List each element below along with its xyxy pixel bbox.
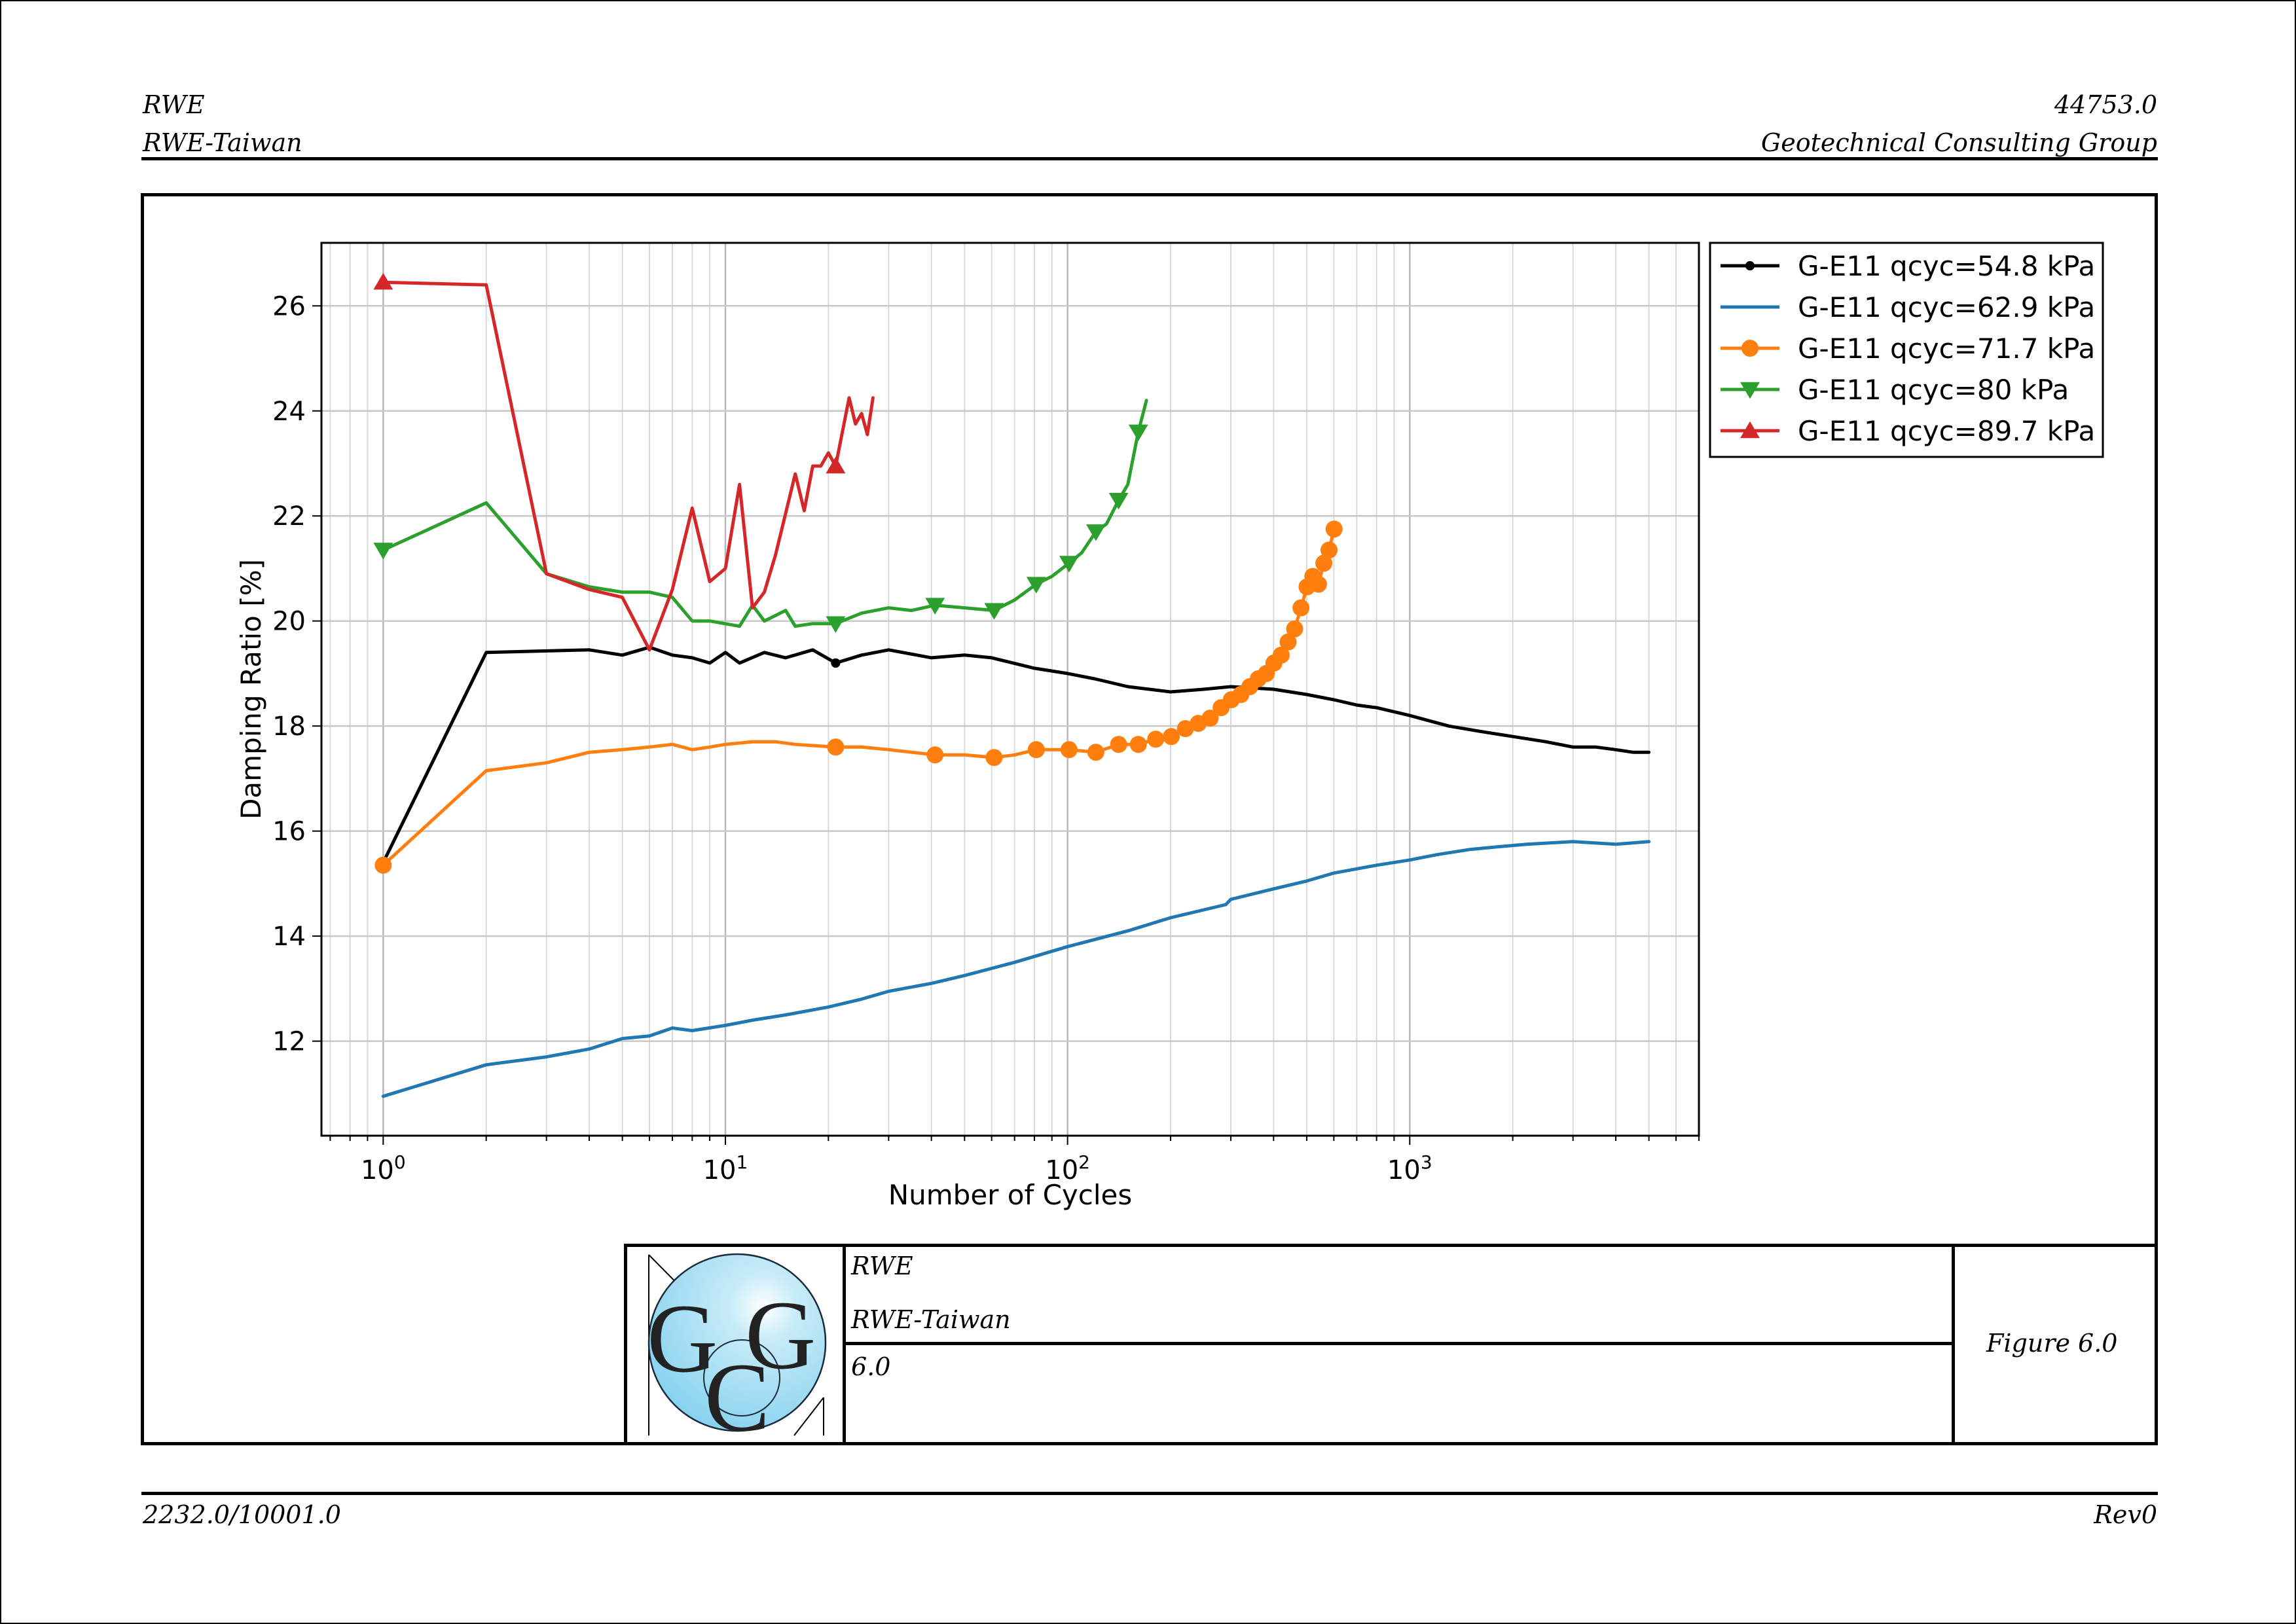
header-project: RWE-Taiwan [143, 128, 302, 157]
y-tick-label: 26 [272, 291, 306, 321]
data-point [1026, 577, 1046, 594]
data-point [926, 746, 944, 764]
svg-text:C: C [704, 1343, 770, 1442]
data-point [1201, 710, 1219, 727]
y-tick-label: 18 [272, 712, 306, 742]
legend: G-E11 qcyc=54.8 kPa G-E11 qcyc=62.9 kPa G-… [1709, 242, 2104, 458]
data-point [827, 738, 845, 756]
data-point [1129, 736, 1147, 753]
grid [321, 243, 1700, 1136]
legend-item: G-E11 qcyc=89.7 kPa [1721, 415, 2095, 447]
y-tick-label: 24 [272, 397, 306, 427]
data-point [1279, 633, 1297, 651]
data-point [1060, 741, 1078, 759]
data-point [1292, 599, 1310, 617]
data-point [1059, 556, 1079, 573]
gcg-logo: G C G [647, 1253, 827, 1442]
data-point [925, 598, 945, 615]
legend-label: G-E11 qcyc=54.8 kPa [1798, 250, 2095, 282]
series-2 [381, 840, 1651, 1098]
legend-label: G-E11 qcyc=80 kPa [1798, 374, 2069, 406]
svg-text:G: G [745, 1281, 816, 1390]
y-tick-label: 12 [272, 1027, 306, 1057]
data-point [831, 658, 841, 668]
footer-rule [141, 1492, 2158, 1495]
data-point [1272, 646, 1290, 664]
legend-label: G-E11 qcyc=62.9 kPa [1798, 291, 2095, 323]
data-point [826, 456, 846, 474]
legend-item: G-E11 qcyc=80 kPa [1721, 374, 2069, 406]
data-point [1147, 731, 1165, 748]
title-block-project: RWE-Taiwan [851, 1305, 1011, 1334]
footer-revision: Rev0 [2094, 1500, 2157, 1529]
data-point [373, 543, 393, 560]
header-job-number: 44753.0 [2054, 90, 2157, 119]
plot-area [320, 242, 1700, 1137]
header-company: Geotechnical Consulting Group [1760, 128, 2157, 157]
legend-marker [1740, 382, 1760, 399]
series-3 [374, 520, 1343, 874]
series-4 [373, 399, 1148, 633]
x-tick-label: 103 [1387, 1151, 1432, 1185]
data-point [985, 749, 1003, 767]
x-tick-label: 100 [361, 1151, 406, 1185]
title-block-number: 6.0 [851, 1352, 891, 1381]
data-point [374, 856, 392, 874]
x-tick-label: 102 [1045, 1151, 1090, 1185]
y-tick-label: 14 [272, 922, 306, 952]
x-axis-title: Number of Cycles [888, 1179, 1133, 1211]
legend-marker [1745, 261, 1755, 271]
footer-document-number: 2232.0/10001.0 [143, 1500, 341, 1529]
legend-marker [1740, 421, 1760, 439]
header-rule [141, 157, 2158, 160]
series-5 [373, 272, 875, 652]
data-point [1315, 554, 1333, 572]
data-point [1309, 575, 1327, 593]
data-point [826, 616, 846, 633]
data-point [1325, 520, 1343, 538]
title-block [624, 1244, 2158, 1445]
legend-item: G-E11 qcyc=54.8 kPa [1721, 250, 2095, 282]
data-point [1027, 741, 1045, 759]
series-line [381, 280, 875, 652]
title-block-divider-row [843, 1342, 1953, 1345]
data-point [373, 272, 393, 290]
y-tick-label: 16 [272, 817, 306, 847]
legend-item: G-E11 qcyc=71.7 kPa [1721, 333, 2095, 365]
header-client: RWE [143, 90, 205, 119]
figure-label: Figure 6.0 [1986, 1329, 2118, 1358]
data-point [1321, 541, 1338, 559]
ticks: 12 14 16 18 20 22 24 26 100 101 102 103 [272, 291, 1700, 1185]
data-point [1087, 744, 1104, 761]
series-layer [373, 272, 1651, 1098]
title-block-divider-figure [1952, 1244, 1955, 1445]
data-point [1085, 524, 1106, 541]
title-block-client: RWE [851, 1252, 913, 1280]
legend-marker [1741, 340, 1758, 357]
data-point [1110, 736, 1127, 753]
svg-text:G: G [647, 1284, 718, 1393]
legend-label: G-E11 qcyc=71.7 kPa [1798, 333, 2095, 365]
series-line [381, 527, 1336, 867]
legend-item: G-E11 qcyc=62.9 kPa [1721, 291, 2095, 323]
data-point [1108, 492, 1129, 510]
y-tick-label: 22 [272, 501, 306, 532]
series-line [381, 399, 1148, 628]
data-point [1163, 728, 1180, 746]
data-point [1176, 720, 1194, 738]
data-point [1128, 424, 1148, 442]
series-line [381, 645, 1651, 865]
y-tick-label: 20 [272, 607, 306, 637]
data-point [984, 603, 1004, 620]
y-axis-title: Damping Ratio [%] [235, 559, 267, 820]
x-tick-label: 101 [703, 1151, 748, 1185]
data-point [1286, 620, 1303, 638]
series-line [381, 840, 1651, 1098]
legend-label: G-E11 qcyc=89.7 kPa [1798, 415, 2095, 447]
